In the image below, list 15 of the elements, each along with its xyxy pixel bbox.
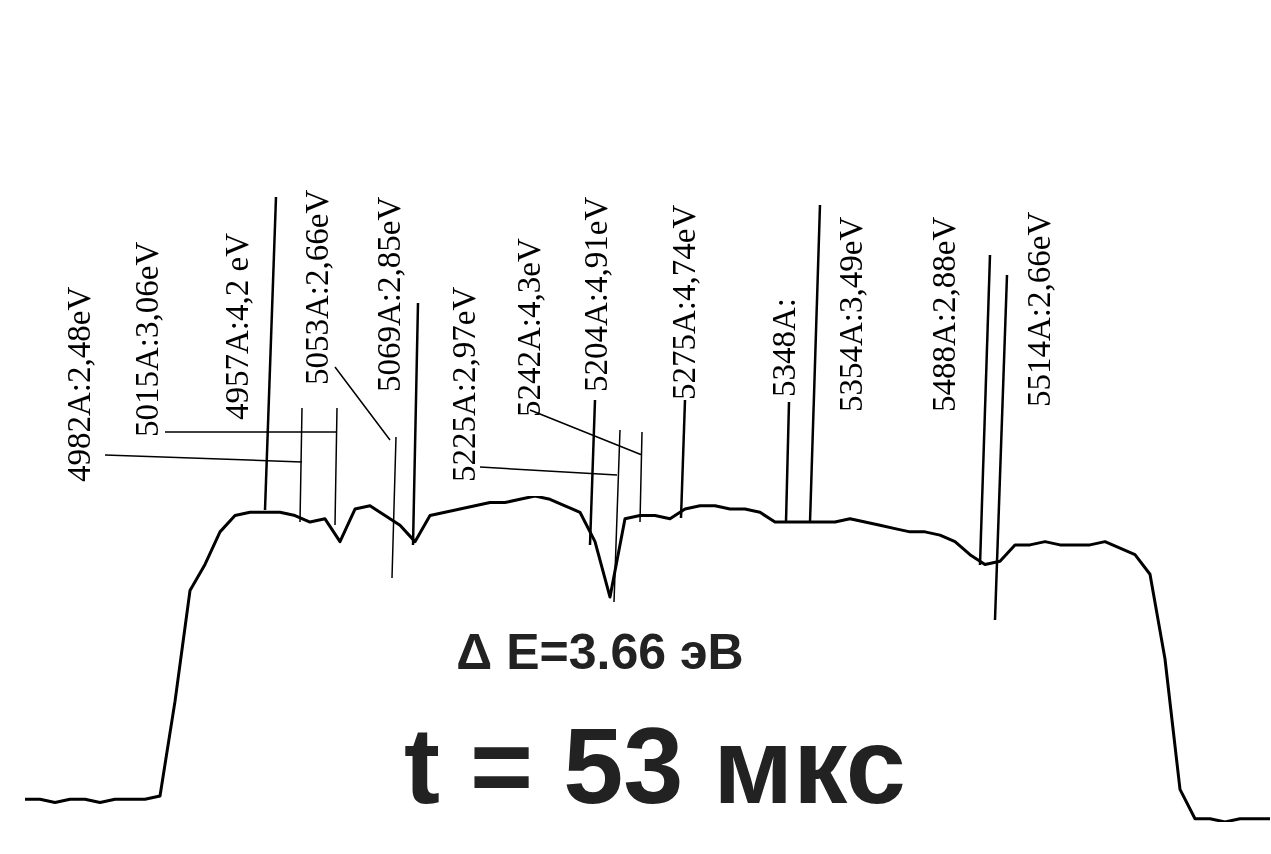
text: 4982A:2,48eV xyxy=(61,286,97,482)
text: 5069A:2,85eV xyxy=(371,196,407,392)
text: 5275A:4,74eV xyxy=(666,204,702,400)
text: 5488A:2,88eV xyxy=(926,216,962,412)
text: 5242A:4,3eV xyxy=(511,238,547,417)
annotation: Δ E=3.66 эВ xyxy=(456,623,744,681)
text: 5204A:4,91eV xyxy=(578,196,614,392)
text: 5354A:3,49eV xyxy=(833,216,869,412)
text: 5015A:3,06eV xyxy=(129,241,165,437)
text: 5225A:2,97eV xyxy=(446,286,482,482)
text: 5053A:2,66eV xyxy=(299,189,335,385)
text: 4957A:4,2 eV xyxy=(219,233,255,420)
annotation: t = 53 мкс xyxy=(404,703,906,828)
text: 5514A:2,66eV xyxy=(1021,211,1057,407)
text: 5348A: xyxy=(766,298,802,397)
